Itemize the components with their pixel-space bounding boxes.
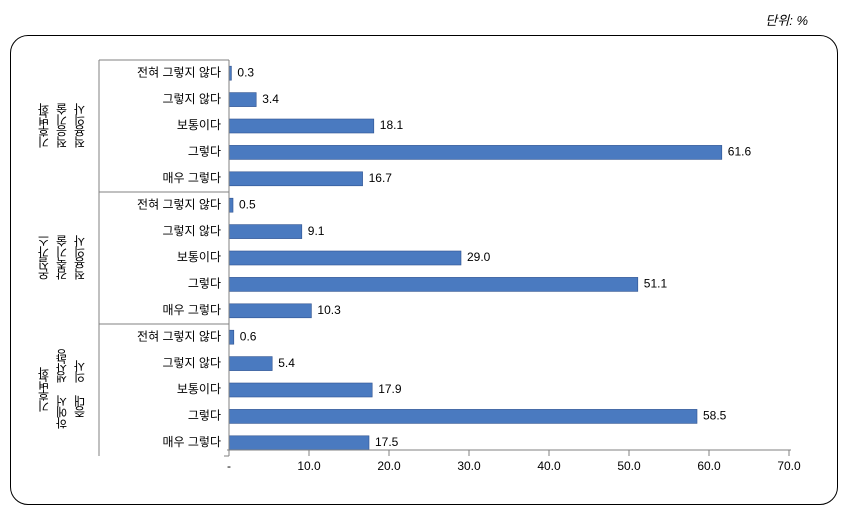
category-label: 그렇다 [188, 144, 221, 159]
category-label: 보통이다 [177, 382, 221, 396]
value-label: 10.3 [317, 303, 341, 317]
chart-area: - 10.0 20.0 30.0 40.0 50.0 60.0 70.0 전혀 그렇지 않다 0.… [29, 50, 819, 490]
value-label: 51.1 [644, 277, 668, 291]
value-label: 0.3 [237, 65, 254, 79]
value-label: 18.1 [380, 118, 404, 132]
bar [229, 93, 256, 107]
group-label: 증대 의사 [73, 328, 87, 452]
value-label: 29.0 [467, 250, 491, 264]
category-label: 보통이다 [177, 118, 221, 132]
group-label: 적용의사 [73, 196, 87, 320]
category-label: 전혀 그렇지 않다 [137, 196, 221, 211]
x-tick-label: 30.0 [457, 459, 481, 473]
bar [229, 145, 722, 159]
bar [229, 383, 372, 397]
bar [229, 436, 369, 450]
category-label: 매우 그렇다 [162, 302, 221, 317]
category-label: 매우 그렇다 [162, 170, 221, 185]
category-label: 그렇지 않다 [162, 91, 221, 106]
bar [229, 277, 638, 291]
bar [229, 409, 697, 423]
x-tick-label: 50.0 [617, 459, 641, 473]
category-label: 그렇다 [188, 408, 221, 423]
group-label: 기후변화 [37, 328, 51, 452]
value-label: 0.6 [240, 329, 257, 343]
bar [229, 172, 363, 186]
group-label: 온실가스 [37, 196, 51, 320]
bar [229, 225, 302, 239]
category-label: 그렇지 않다 [162, 223, 221, 238]
group-label: 적용의사 [73, 64, 87, 188]
x-tick-label: 60.0 [697, 459, 721, 473]
group-label: 기후변화 [37, 64, 51, 188]
x-tick-label: - [227, 459, 231, 473]
value-label: 9.1 [308, 224, 325, 238]
value-label: 17.5 [375, 435, 399, 449]
bar [229, 357, 272, 371]
bar [229, 251, 461, 265]
x-tick-label: 70.0 [777, 459, 801, 473]
category-label: 전혀 그렇지 않다 [137, 328, 221, 343]
x-tick-label: 40.0 [537, 459, 561, 473]
x-tick-label: 20.0 [377, 459, 401, 473]
chart-svg: - 10.0 20.0 30.0 40.0 50.0 60.0 70.0 전혀 그렇지 않다 0.… [29, 50, 819, 490]
value-label: 61.6 [728, 145, 752, 159]
category-label: 보통이다 [177, 250, 221, 264]
value-label: 58.5 [703, 409, 727, 423]
chart-frame: - 10.0 20.0 30.0 40.0 50.0 60.0 70.0 전혀 그렇지 않다 0.… [10, 35, 838, 505]
value-label: 3.4 [262, 92, 279, 106]
category-label: 전혀 그렇지 않다 [137, 64, 221, 79]
value-label: 0.5 [239, 197, 256, 211]
category-label: 그렇다 [188, 276, 221, 291]
group-label: 하에서 생산량 [55, 328, 69, 452]
group-label: 적응기술 [55, 64, 69, 188]
bar [229, 330, 234, 344]
unit-label: 단위: % [10, 10, 838, 29]
category-label: 매우 그렇다 [162, 434, 221, 449]
category-label: 그렇지 않다 [162, 355, 221, 370]
value-label: 17.9 [378, 382, 402, 396]
group-label: 감축기술 [55, 196, 69, 320]
value-label: 16.7 [369, 171, 393, 185]
bar [229, 119, 374, 133]
x-tick-label: 10.0 [297, 459, 321, 473]
bar [229, 304, 311, 318]
bar [229, 198, 233, 212]
value-label: 5.4 [278, 356, 295, 370]
